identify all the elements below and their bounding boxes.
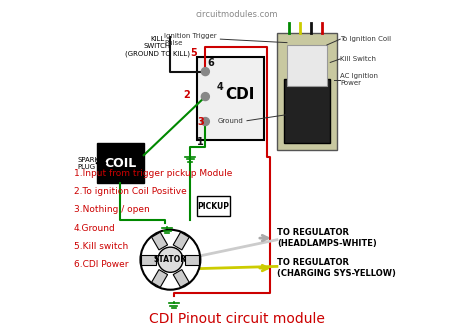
Circle shape [201, 68, 210, 76]
Text: PICKUP: PICKUP [198, 202, 230, 211]
FancyBboxPatch shape [197, 57, 264, 140]
Text: Ignition Trigger
Pulse: Ignition Trigger Pulse [164, 33, 217, 46]
Bar [142, 255, 156, 265]
Bar [152, 270, 168, 287]
FancyBboxPatch shape [283, 79, 330, 143]
Text: CDI Pinout circuit module: CDI Pinout circuit module [149, 312, 325, 326]
Circle shape [201, 93, 210, 101]
Text: TO REGULATOR
(CHARGING SYS-YELLOW): TO REGULATOR (CHARGING SYS-YELLOW) [277, 258, 396, 278]
Text: circuitmodules.com: circuitmodules.com [196, 10, 278, 19]
Bar [173, 232, 189, 250]
Text: KILL
SWITCH
(GROUND TO KILL): KILL SWITCH (GROUND TO KILL) [125, 36, 190, 57]
Text: 1: 1 [197, 137, 204, 147]
FancyBboxPatch shape [197, 196, 230, 216]
Circle shape [201, 118, 210, 126]
Text: Kill Switch: Kill Switch [340, 56, 376, 62]
Text: 6: 6 [207, 58, 214, 68]
Text: STATOR: STATOR [154, 255, 187, 264]
Text: 3.Nothing / open: 3.Nothing / open [74, 205, 150, 214]
Text: 4.Ground: 4.Ground [74, 223, 116, 233]
Text: 3: 3 [197, 117, 204, 127]
FancyBboxPatch shape [287, 45, 327, 86]
Text: 2: 2 [184, 90, 191, 100]
FancyBboxPatch shape [277, 33, 337, 150]
Text: 5: 5 [191, 48, 197, 58]
Text: 6.CDI Power: 6.CDI Power [74, 260, 128, 269]
Text: Ground: Ground [218, 118, 244, 124]
Text: COIL: COIL [104, 157, 137, 170]
Text: CDI: CDI [226, 87, 255, 102]
Text: 1.Input from trigger pickup Module: 1.Input from trigger pickup Module [74, 168, 232, 178]
Text: AC Ignition
Power: AC Ignition Power [340, 73, 378, 87]
Text: 5.Kill switch: 5.Kill switch [74, 242, 128, 251]
Text: 2.To ignition Coil Positive: 2.To ignition Coil Positive [74, 187, 187, 196]
FancyBboxPatch shape [97, 143, 144, 183]
Text: SPARK
PLUG: SPARK PLUG [77, 157, 99, 170]
Circle shape [158, 247, 183, 272]
Text: TO REGULATOR
(HEADLAMPS-WHITE): TO REGULATOR (HEADLAMPS-WHITE) [277, 228, 377, 248]
Circle shape [140, 230, 201, 290]
Text: To Ignition Coil: To Ignition Coil [340, 36, 392, 42]
Bar [173, 270, 189, 287]
Text: 4: 4 [217, 82, 224, 92]
Bar [152, 232, 168, 250]
Bar [185, 255, 199, 265]
